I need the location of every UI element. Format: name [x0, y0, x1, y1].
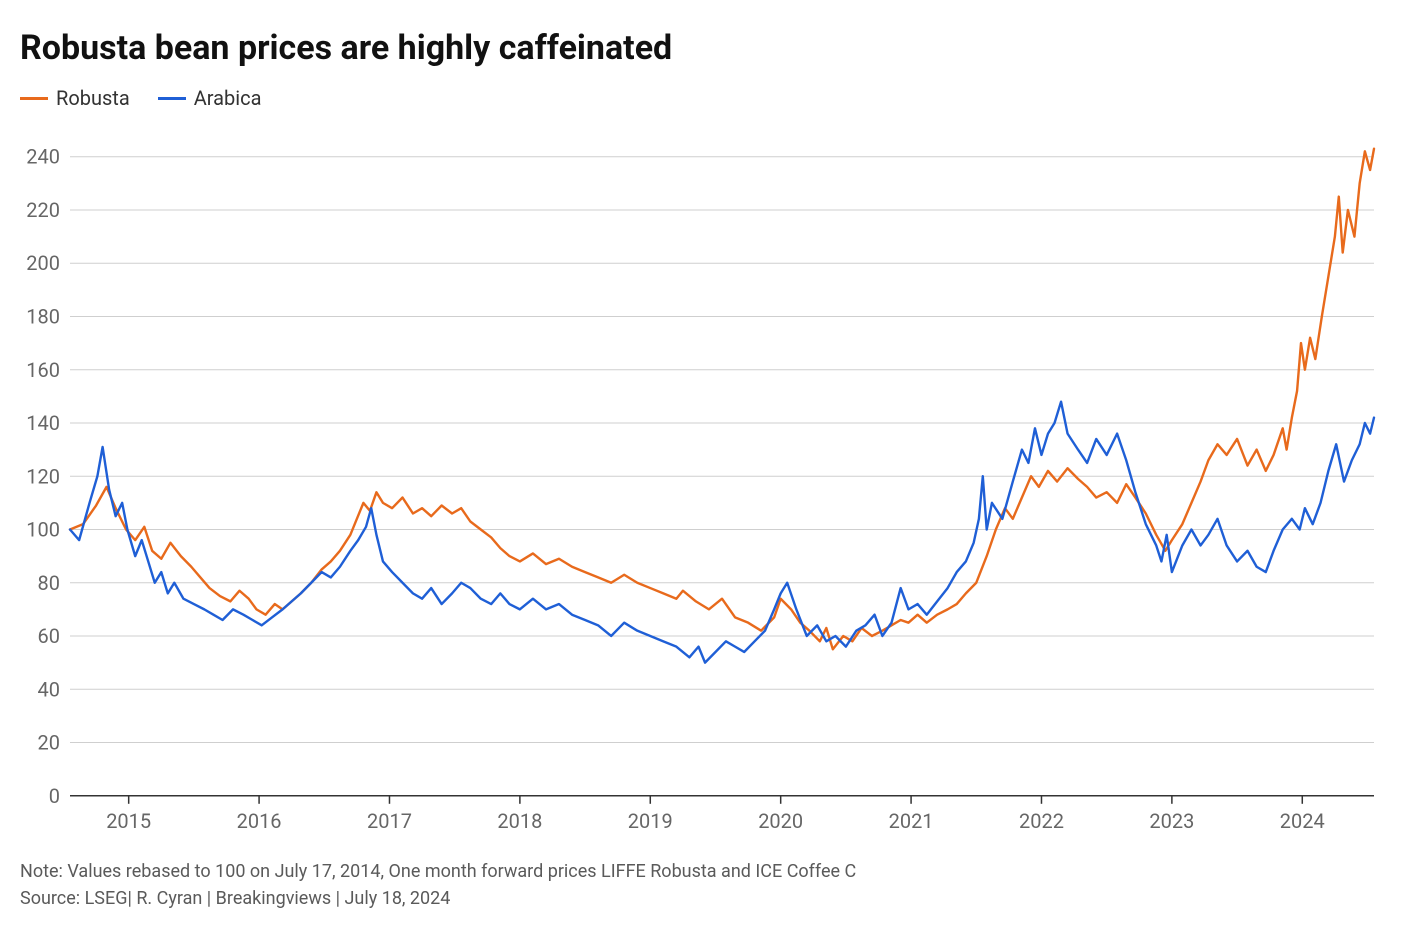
svg-text:160: 160: [26, 358, 60, 382]
svg-text:80: 80: [38, 571, 60, 595]
legend-swatch-arabica: [158, 97, 186, 100]
svg-text:240: 240: [26, 145, 60, 169]
svg-text:140: 140: [26, 411, 60, 435]
chart-note: Note: Values rebased to 100 on July 17, …: [20, 858, 1384, 885]
legend-swatch-robusta: [20, 97, 48, 100]
svg-text:120: 120: [26, 464, 60, 488]
svg-text:2022: 2022: [1019, 809, 1064, 833]
svg-text:2023: 2023: [1149, 809, 1194, 833]
svg-text:220: 220: [26, 198, 60, 222]
svg-text:20: 20: [38, 730, 60, 754]
chart-title: Robusta bean prices are highly caffeinat…: [20, 28, 1384, 68]
legend-label-robusta: Robusta: [56, 86, 130, 110]
svg-text:2019: 2019: [628, 809, 673, 833]
svg-text:2024: 2024: [1280, 809, 1325, 833]
line-chart-svg: 0 20 40 60 80 100 120 140 160 180 200 220 240 2015 201…: [20, 116, 1384, 840]
chart-source: Source: LSEG| R. Cyran | Breakingviews |…: [20, 885, 1384, 912]
svg-text:2021: 2021: [889, 809, 934, 833]
svg-text:180: 180: [26, 304, 60, 328]
legend: Robusta Arabica: [20, 86, 1384, 110]
svg-text:2015: 2015: [106, 809, 151, 833]
chart-area: 0 20 40 60 80 100 120 140 160 180 200 220 240 2015 201…: [20, 116, 1384, 840]
legend-item-arabica: Arabica: [158, 86, 262, 110]
svg-text:2017: 2017: [367, 809, 412, 833]
svg-text:100: 100: [26, 517, 60, 541]
svg-text:2020: 2020: [758, 809, 803, 833]
legend-label-arabica: Arabica: [194, 86, 262, 110]
svg-text:200: 200: [26, 251, 60, 275]
legend-item-robusta: Robusta: [20, 86, 130, 110]
svg-text:0: 0: [49, 784, 60, 808]
svg-text:2018: 2018: [497, 809, 542, 833]
svg-text:2016: 2016: [237, 809, 282, 833]
svg-text:40: 40: [38, 677, 60, 701]
svg-text:60: 60: [38, 624, 60, 648]
